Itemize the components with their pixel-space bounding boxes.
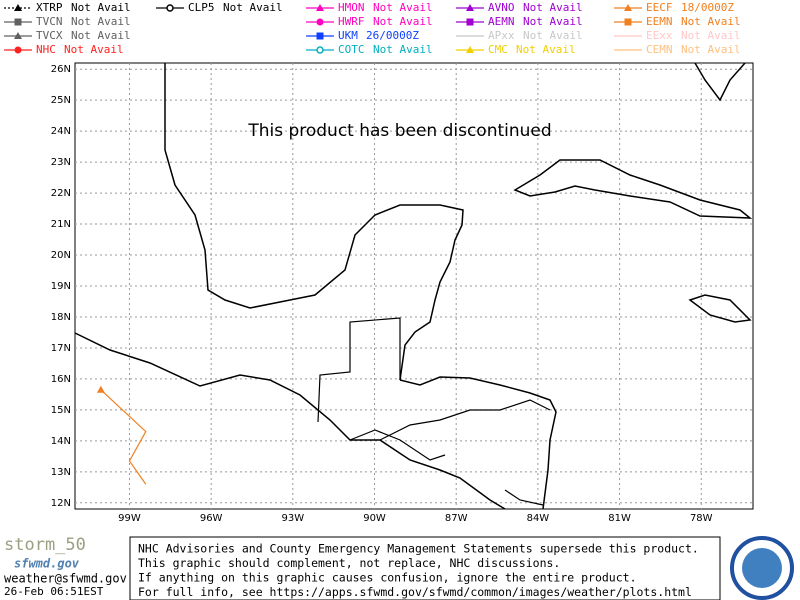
legend-name: TVCX bbox=[36, 29, 63, 42]
legend-name: HWRF bbox=[338, 15, 365, 28]
legend-status: Not Avail bbox=[523, 1, 583, 14]
legend-status: Not Avail bbox=[373, 1, 433, 14]
legend-name: HMON bbox=[338, 1, 365, 14]
timestamp: 26-Feb 06:51EST bbox=[4, 585, 104, 598]
disclaimer-line: For full info, see https://apps.sfwmd.go… bbox=[138, 585, 692, 599]
lat-label: 17N bbox=[51, 343, 71, 354]
legend-status: Not Avail bbox=[523, 29, 583, 42]
disclaimer-line: This graphic should complement, not repl… bbox=[138, 556, 560, 570]
lat-label: 23N bbox=[51, 157, 71, 168]
logo: storm_50 bbox=[4, 535, 86, 555]
legend-symbol bbox=[14, 32, 22, 39]
legend-status: Not Avail bbox=[373, 15, 433, 28]
legend-status: 26/0000Z bbox=[366, 29, 419, 42]
lat-label: 19N bbox=[51, 281, 71, 292]
disclaimer-line: NHC Advisories and County Emergency Mana… bbox=[138, 542, 699, 556]
disclaimer-line: If anything on this graphic causes confu… bbox=[138, 571, 637, 585]
lat-label: 12N bbox=[51, 498, 71, 509]
legend-symbol bbox=[466, 4, 474, 11]
legend-name: CMC bbox=[488, 43, 508, 56]
legend-symbol bbox=[14, 18, 22, 26]
lon-label: 96W bbox=[200, 513, 223, 524]
legend-name: EECF bbox=[646, 1, 673, 14]
legend-name: XTRP bbox=[36, 1, 63, 14]
legend-status: Not Avail bbox=[64, 43, 124, 56]
legend-name: TVCN bbox=[36, 15, 63, 28]
legend-status: Not Avail bbox=[681, 15, 741, 28]
legend-status: Not Avail bbox=[516, 43, 576, 56]
legend-symbol bbox=[14, 4, 22, 11]
lat-label: 22N bbox=[51, 188, 71, 199]
notice: This product has been discontinued bbox=[247, 121, 551, 141]
legend-name: CLP5 bbox=[188, 1, 215, 14]
legend-symbol bbox=[466, 46, 474, 53]
lat-label: 25N bbox=[51, 95, 71, 106]
legend-symbol bbox=[316, 46, 324, 54]
lon-label: 81W bbox=[608, 513, 631, 524]
legend-name: AEMN bbox=[488, 15, 515, 28]
legend-status: Not Avail bbox=[71, 1, 131, 14]
legend-status: Not Avail bbox=[681, 29, 741, 42]
legend-symbol bbox=[624, 18, 632, 26]
disclaimer: NHC Advisories and County Emergency Mana… bbox=[138, 542, 699, 600]
legend-symbol bbox=[316, 18, 324, 26]
legend-name: APxx bbox=[488, 29, 515, 42]
track-start bbox=[96, 385, 105, 393]
legend-status: Not Avail bbox=[71, 29, 131, 42]
seal-inner bbox=[742, 548, 782, 588]
lon-label: 93W bbox=[282, 513, 305, 524]
legend-name: NHC bbox=[36, 43, 56, 56]
legend-name: CEMN bbox=[646, 43, 673, 56]
legend-name: AVNO bbox=[488, 1, 515, 14]
email: weather@sfwmd.gov bbox=[4, 572, 127, 586]
lat-label: 14N bbox=[51, 436, 71, 447]
lon-label: 78W bbox=[690, 513, 713, 524]
lon-label: 90W bbox=[363, 513, 386, 524]
lat-label: 20N bbox=[51, 250, 71, 261]
lat-label: 13N bbox=[51, 467, 71, 478]
legend-symbol bbox=[624, 4, 632, 11]
legend-symbol bbox=[466, 18, 474, 26]
legend-status: Not Avail bbox=[223, 1, 283, 14]
legend-status: 18/0000Z bbox=[681, 1, 734, 14]
tracks bbox=[96, 385, 147, 485]
lon-label: 84W bbox=[527, 513, 550, 524]
site: sfwmd.gov bbox=[14, 557, 80, 571]
legend-symbol bbox=[316, 32, 324, 40]
legend-symbol bbox=[316, 4, 324, 11]
legend-status: Not Avail bbox=[373, 43, 433, 56]
lon-label: 99W bbox=[118, 513, 141, 524]
grid bbox=[75, 63, 753, 509]
track-line bbox=[100, 389, 147, 485]
legend-status: Not Avail bbox=[681, 43, 741, 56]
legend-name: COTC bbox=[338, 43, 365, 56]
lat-label: 18N bbox=[51, 312, 71, 323]
legend-status: Not Avail bbox=[523, 15, 583, 28]
legend-name: EExx bbox=[646, 29, 673, 42]
legend-symbol bbox=[14, 46, 22, 54]
lat-label: 26N bbox=[51, 64, 71, 75]
legend-status: Not Avail bbox=[71, 15, 131, 28]
disclaimer-box bbox=[129, 536, 721, 600]
lat-label: 21N bbox=[51, 219, 71, 230]
legend-name: EEMN bbox=[646, 15, 673, 28]
legend-name: UKM bbox=[338, 29, 358, 42]
lon-label: 87W bbox=[445, 513, 468, 524]
lat-label: 24N bbox=[51, 126, 71, 137]
lat-label: 15N bbox=[51, 405, 71, 416]
coastlines bbox=[74, 62, 753, 510]
legend-symbol bbox=[166, 4, 174, 12]
lat-label: 16N bbox=[51, 374, 71, 385]
